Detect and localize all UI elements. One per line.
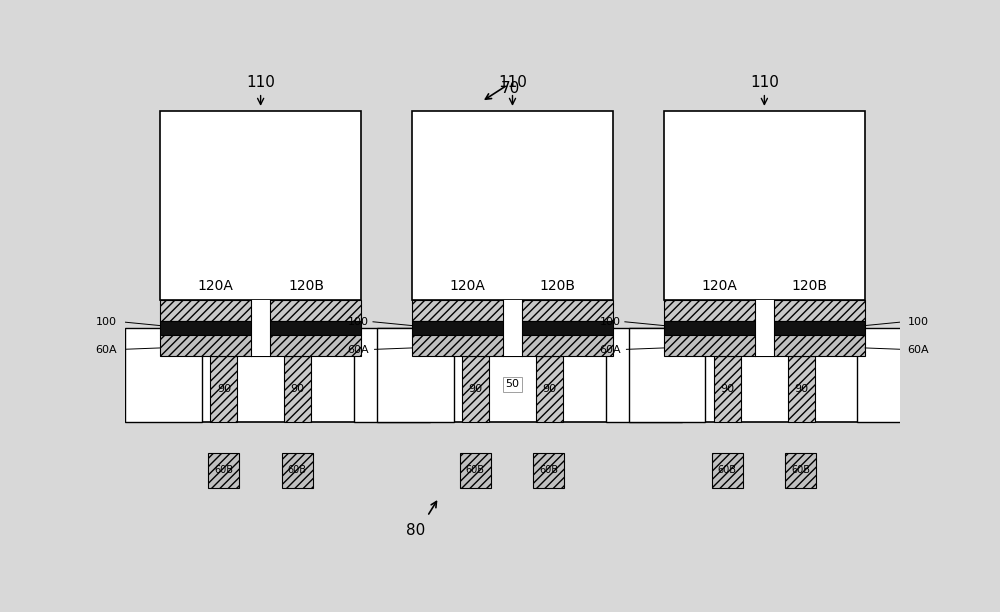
Text: 120A: 120A [197,278,233,293]
Text: 60B: 60B [214,466,233,476]
Text: 60A: 60A [96,345,117,356]
Text: 90: 90 [542,384,556,394]
Text: 100: 100 [96,317,117,327]
Bar [712,453,743,488]
Bar [160,335,361,356]
Bar [133,356,892,422]
Bar [377,328,454,422]
Bar [664,321,865,335]
Bar [284,356,311,422]
Bar [664,300,865,321]
Text: 60A: 60A [908,345,929,356]
Bar [125,328,202,422]
Bar [160,300,361,321]
Bar [462,356,489,422]
Bar [412,111,613,300]
Bar [412,300,613,321]
Bar [536,356,563,422]
Bar [785,453,816,488]
Bar [664,335,865,356]
Bar [160,321,361,335]
Bar [606,328,682,422]
Bar [503,300,522,356]
Text: 100: 100 [908,317,929,327]
Text: 120A: 120A [701,278,737,293]
Text: 120B: 120B [792,278,828,293]
Bar [412,321,613,335]
Bar [788,356,815,422]
Text: 60B: 60B [718,466,737,476]
Text: 60A: 60A [348,345,369,356]
Bar [282,453,313,488]
Text: 50: 50 [506,379,520,389]
Text: 70: 70 [501,81,520,95]
Bar [208,453,239,488]
Text: 90: 90 [469,384,483,394]
Bar [714,356,741,422]
Text: 60A: 60A [599,345,621,356]
Text: 120B: 120B [540,278,576,293]
Text: 60B: 60B [791,466,810,476]
Bar [629,328,705,422]
Bar [210,356,237,422]
Bar [533,453,564,488]
Bar [160,111,361,300]
Bar [354,328,430,422]
Text: 100: 100 [348,317,369,327]
Bar [412,335,613,356]
Text: 90: 90 [794,384,808,394]
Bar [857,328,934,422]
Text: 60B: 60B [288,466,307,476]
Bar [664,111,865,300]
Text: 90: 90 [720,384,735,394]
Text: 110: 110 [750,75,779,105]
Bar [251,300,270,356]
Text: 90: 90 [290,384,304,394]
Text: 60B: 60B [539,466,558,476]
Text: 100: 100 [600,317,621,327]
Text: 110: 110 [498,75,527,105]
Bar [460,453,491,488]
Text: 80: 80 [406,523,425,539]
Text: 110: 110 [246,75,275,105]
Text: 60B: 60B [466,466,485,476]
Text: 120B: 120B [288,278,324,293]
Bar [755,300,774,356]
Text: 90: 90 [217,384,231,394]
Text: 120A: 120A [449,278,485,293]
